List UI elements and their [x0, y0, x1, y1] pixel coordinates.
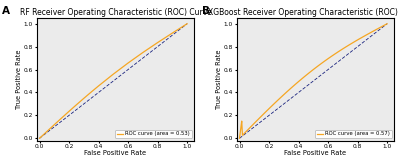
Text: A: A	[2, 6, 10, 16]
X-axis label: False Positive Rate: False Positive Rate	[284, 150, 346, 156]
Y-axis label: True Positive Rate: True Positive Rate	[216, 50, 222, 109]
X-axis label: False Positive Rate: False Positive Rate	[84, 150, 146, 156]
Text: B: B	[202, 6, 210, 16]
Title: XGBoost Receiver Operating Characteristic (ROC) Curve: XGBoost Receiver Operating Characteristi…	[208, 8, 400, 17]
Legend: ROC curve (area = 0.57): ROC curve (area = 0.57)	[315, 130, 392, 138]
Legend: ROC curve (area = 0.53): ROC curve (area = 0.53)	[116, 130, 192, 138]
Y-axis label: True Positive Rate: True Positive Rate	[16, 50, 22, 109]
Title: RF Receiver Operating Characteristic (ROC) Curve: RF Receiver Operating Characteristic (RO…	[20, 8, 212, 17]
